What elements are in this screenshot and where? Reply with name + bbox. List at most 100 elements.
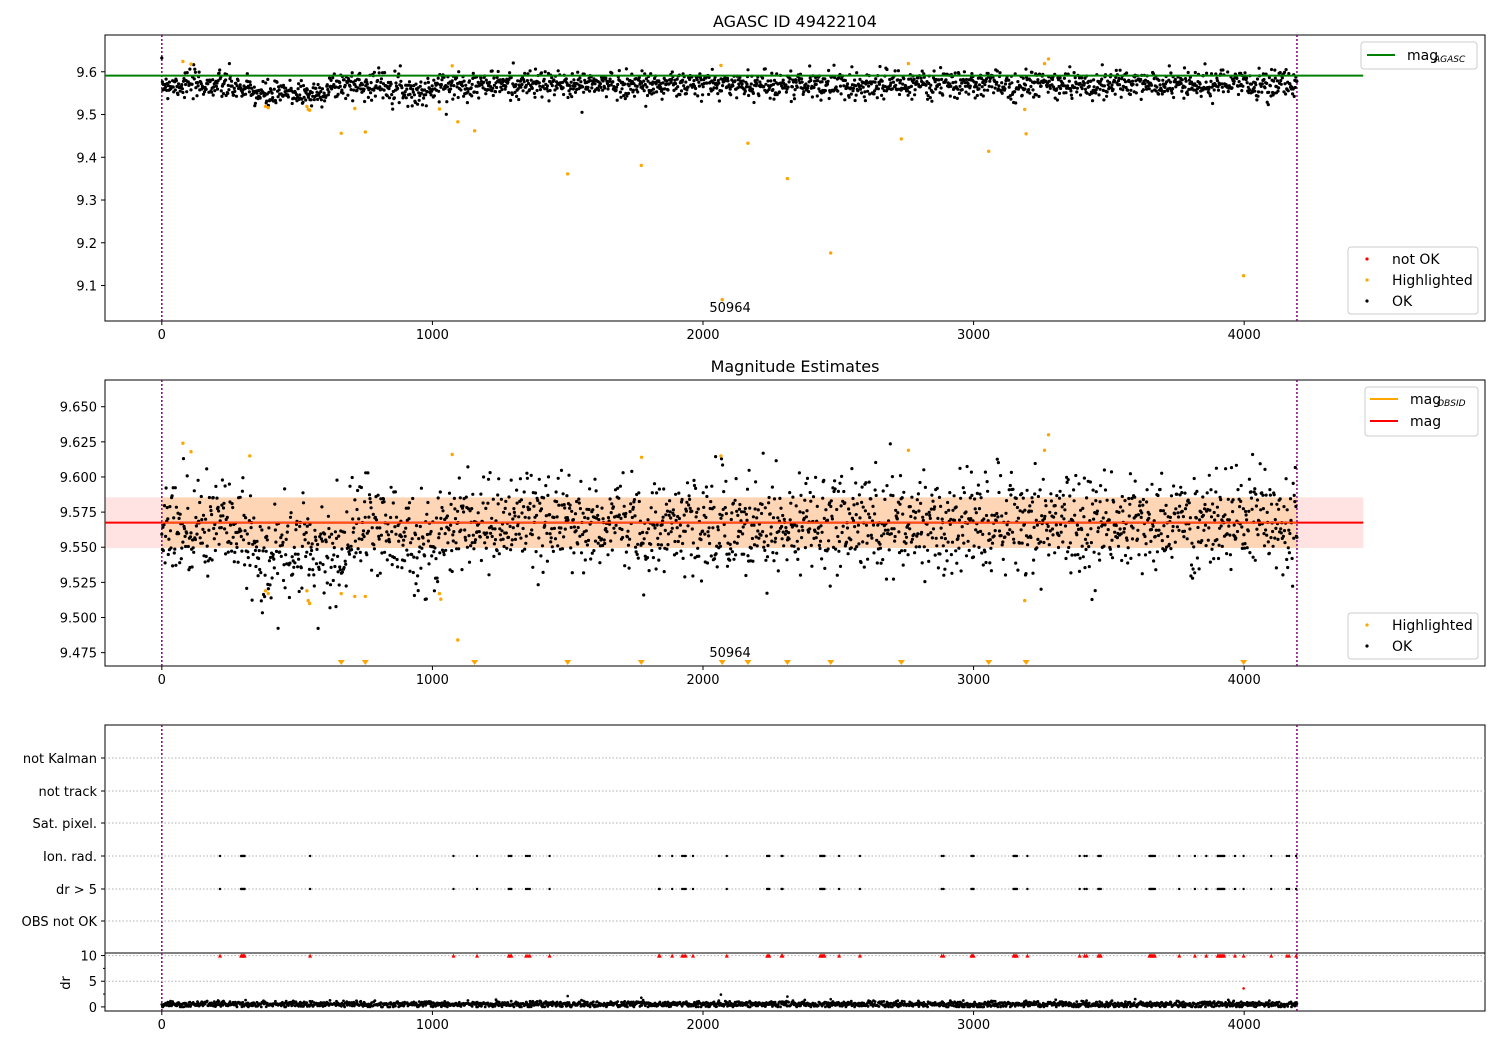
data-point-ok — [721, 463, 725, 467]
data-point-ok — [1043, 514, 1047, 518]
data-point-ok — [282, 563, 286, 567]
data-point-ok — [1043, 499, 1048, 503]
data-point-ok — [443, 532, 447, 536]
data-point-ok — [439, 516, 443, 521]
data-point-ok — [224, 552, 228, 556]
data-point-ok — [327, 90, 331, 94]
data-point-ok — [513, 90, 517, 94]
data-point-ok — [696, 94, 700, 98]
panel-data — [105, 380, 1364, 666]
data-point-ok — [1031, 571, 1035, 575]
data-point-ok — [667, 513, 671, 517]
data-point-ok — [606, 87, 610, 91]
data-point-ok — [1185, 503, 1189, 507]
data-point-ok — [861, 505, 865, 509]
data-point-ok — [970, 72, 974, 76]
flag-marker — [1015, 854, 1019, 858]
data-point-ok — [851, 86, 856, 90]
data-point-ok — [1245, 546, 1249, 550]
data-point-ok — [263, 595, 267, 599]
data-point-ok — [1069, 89, 1073, 93]
data-point-ok — [973, 497, 977, 501]
data-point-ok — [390, 563, 394, 567]
data-point-ok — [418, 84, 422, 88]
data-point-ok — [284, 553, 288, 557]
data-point-ok — [402, 530, 406, 534]
data-point-ok — [842, 489, 846, 494]
data-point-ok — [859, 560, 863, 565]
data-point-ok — [1094, 91, 1098, 95]
data-point-ok — [1265, 81, 1269, 85]
data-point-ok — [1042, 540, 1046, 545]
data-point-ok — [162, 504, 167, 508]
data-point-ok — [771, 88, 775, 92]
data-point-ok — [860, 485, 864, 489]
data-point-ok — [487, 573, 491, 577]
data-point-ok — [1168, 515, 1172, 520]
data-point-ok — [560, 547, 565, 551]
data-point-ok — [712, 505, 716, 509]
data-point-ok — [489, 524, 493, 529]
data-point-ok — [670, 526, 674, 530]
data-point-ok — [1059, 530, 1063, 534]
data-point-ok — [246, 550, 250, 554]
data-point-ok — [162, 523, 166, 527]
data-point-ok — [227, 62, 231, 66]
data-point-ok — [568, 503, 572, 507]
data-point-ok — [1126, 546, 1130, 550]
data-point-ok — [516, 79, 520, 83]
data-point-ok — [900, 549, 904, 553]
data-point-ok — [892, 527, 896, 531]
data-point-ok — [486, 477, 491, 481]
data-point-ok — [238, 495, 242, 499]
data-point-ok — [673, 539, 677, 544]
data-point-ok — [950, 540, 955, 544]
dr-point — [343, 1005, 346, 1009]
data-point-ok — [274, 549, 279, 554]
data-point-ok — [930, 493, 934, 497]
data-point-ok — [971, 555, 976, 559]
data-point-ok — [1102, 544, 1106, 548]
data-point-ok — [928, 516, 932, 521]
data-point-ok — [338, 84, 342, 88]
data-point-ok — [492, 542, 496, 546]
data-point-ok — [411, 496, 415, 501]
data-point-ok — [1040, 514, 1044, 518]
data-point-ok — [451, 97, 455, 101]
data-point-ok — [1140, 572, 1144, 576]
data-point-ok — [765, 591, 769, 595]
data-point-ok — [1067, 79, 1071, 83]
data-point-ok — [593, 477, 597, 481]
data-point-ok — [210, 90, 214, 94]
data-point-ok — [1143, 82, 1147, 86]
data-point-ok — [629, 502, 633, 506]
data-point-ok — [174, 79, 178, 83]
data-point-ok — [272, 566, 276, 570]
data-point-ok — [684, 92, 689, 96]
data-point-ok — [734, 553, 738, 557]
data-point-ok — [962, 491, 967, 495]
data-point-ok — [417, 98, 421, 102]
data-point-ok — [823, 77, 827, 81]
data-point-ok — [235, 84, 239, 88]
data-point-ok — [934, 536, 938, 540]
data-point-ok — [297, 82, 301, 86]
data-point-ok — [302, 532, 306, 537]
data-point-ok — [451, 539, 455, 543]
data-point-ok — [786, 85, 790, 89]
data-point-ok — [742, 552, 746, 556]
data-point-ok — [1273, 518, 1277, 522]
data-point-ok — [264, 81, 268, 85]
data-point-ok — [388, 553, 392, 557]
data-point-ok — [935, 486, 939, 490]
data-point-ok — [1271, 544, 1275, 548]
data-point-ok — [412, 555, 416, 559]
data-point-ok — [1116, 544, 1121, 548]
data-point-ok — [1133, 479, 1137, 483]
data-point-ok — [1005, 523, 1009, 527]
flag-marker — [681, 854, 684, 858]
data-point-ok — [609, 83, 613, 87]
data-point-ok — [954, 549, 958, 553]
data-point-ok — [1203, 502, 1207, 507]
data-point-ok — [1163, 85, 1167, 89]
